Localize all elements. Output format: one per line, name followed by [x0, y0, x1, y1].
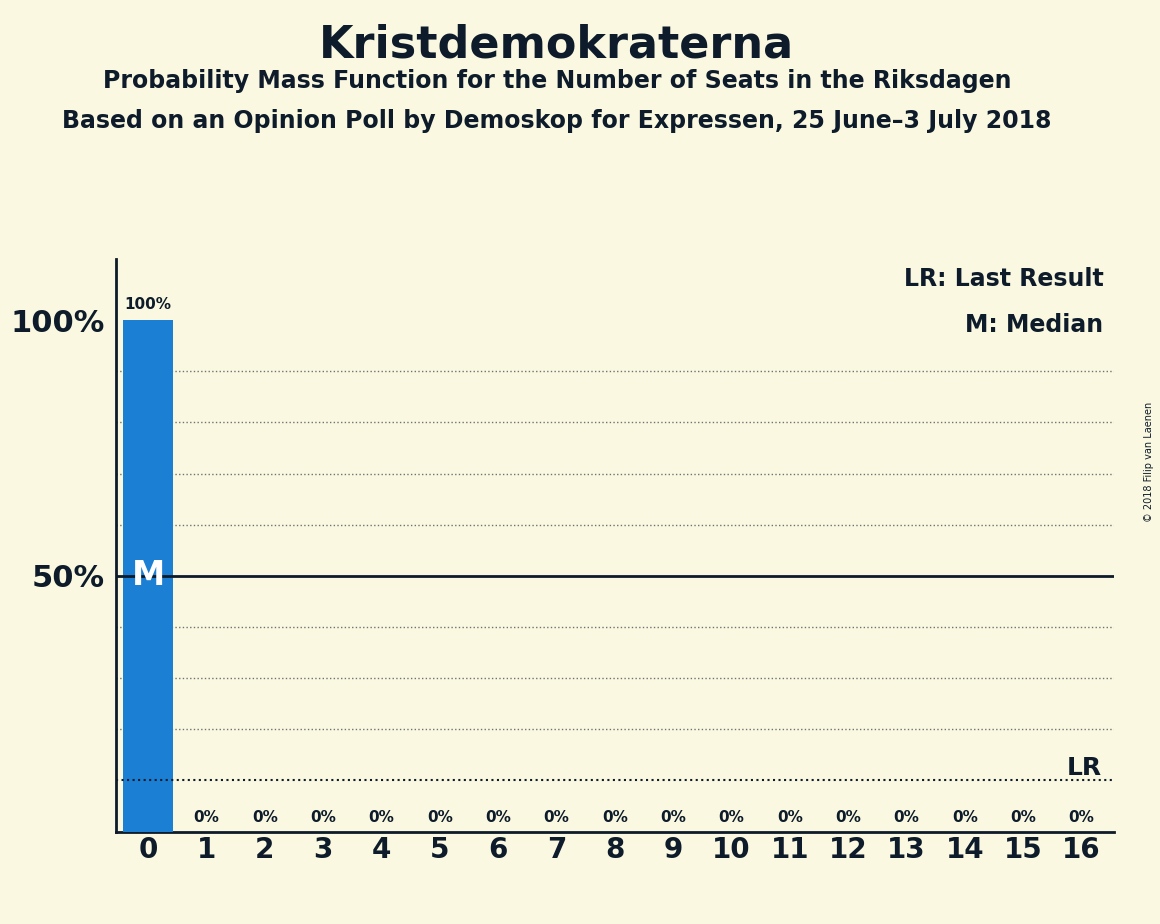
Text: 0%: 0% [427, 810, 452, 825]
Text: 0%: 0% [660, 810, 686, 825]
Text: 0%: 0% [777, 810, 803, 825]
Text: © 2018 Filip van Laenen: © 2018 Filip van Laenen [1144, 402, 1154, 522]
Text: 0%: 0% [485, 810, 512, 825]
Bar [123, 320, 173, 832]
Text: 0%: 0% [893, 810, 920, 825]
Text: Probability Mass Function for the Number of Seats in the Riksdagen: Probability Mass Function for the Number… [102, 69, 1012, 93]
Text: 0%: 0% [252, 810, 277, 825]
Text: Kristdemokraterna: Kristdemokraterna [319, 23, 795, 67]
Text: 0%: 0% [194, 810, 219, 825]
Text: 0%: 0% [835, 810, 861, 825]
Text: 0%: 0% [718, 810, 745, 825]
Text: M: Median: M: Median [965, 313, 1103, 337]
Text: 0%: 0% [1010, 810, 1036, 825]
Text: 0%: 0% [369, 810, 394, 825]
Text: 0%: 0% [602, 810, 628, 825]
Text: 0%: 0% [310, 810, 336, 825]
Text: LR: Last Result: LR: Last Result [904, 267, 1103, 291]
Text: Based on an Opinion Poll by Demoskop for Expressen, 25 June–3 July 2018: Based on an Opinion Poll by Demoskop for… [61, 109, 1052, 133]
Text: 100%: 100% [124, 298, 172, 312]
Text: 0%: 0% [544, 810, 570, 825]
Text: 0%: 0% [1068, 810, 1094, 825]
Text: M: M [131, 559, 165, 592]
Text: 0%: 0% [952, 810, 978, 825]
Text: LR: LR [1066, 757, 1102, 781]
